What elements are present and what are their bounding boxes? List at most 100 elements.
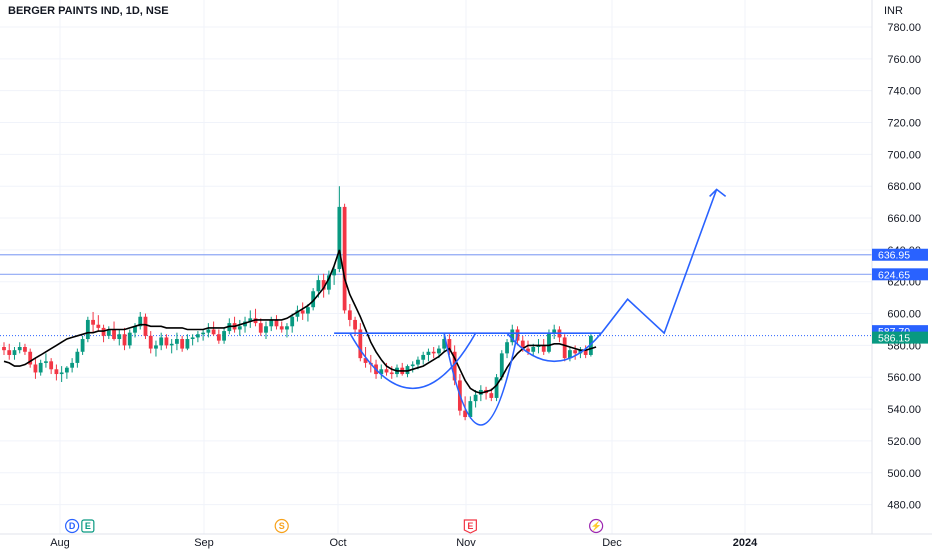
candle-body: [23, 347, 27, 352]
projection-arrowhead[interactable]: [710, 189, 726, 196]
candle: [165, 334, 169, 348]
horizontal-levels[interactable]: [0, 255, 872, 336]
event-marker[interactable]: S: [275, 520, 288, 533]
chart-grid: [0, 0, 872, 534]
candle-body: [280, 326, 284, 329]
candle-body: [505, 342, 509, 353]
candle-body: [191, 337, 195, 339]
pattern-drawings[interactable]: [334, 189, 726, 425]
candle-body: [7, 350, 11, 355]
candle-body: [117, 334, 121, 339]
candle: [2, 342, 6, 355]
candle-body: [306, 307, 310, 313]
candle: [254, 309, 258, 327]
candle-body: [531, 347, 535, 352]
price-tick-label: 540.00: [887, 404, 921, 416]
candle-body: [259, 323, 263, 333]
candle-body: [112, 329, 116, 339]
price-tick-label: 480.00: [887, 500, 921, 512]
candle-body: [238, 326, 242, 329]
time-tick-label: Dec: [602, 537, 622, 549]
candle: [18, 342, 22, 353]
candle-body: [212, 329, 216, 334]
candle: [495, 374, 499, 401]
price-tags: 636.95624.65587.70586.15: [872, 249, 928, 345]
candle-body: [390, 372, 394, 374]
candle: [563, 334, 567, 361]
candle: [421, 352, 425, 365]
candle-body: [264, 326, 268, 332]
candle-body: [75, 352, 79, 363]
price-tag-label: 586.15: [878, 333, 910, 345]
candle-body: [49, 361, 53, 369]
candle: [39, 360, 43, 376]
candle: [170, 339, 174, 353]
event-label: D: [69, 521, 76, 531]
price-tick-label: 660.00: [887, 213, 921, 225]
cup-arc[interactable]: [350, 333, 476, 388]
candle-body: [39, 363, 43, 373]
candle-body: [201, 333, 205, 335]
time-tick-label: Aug: [50, 537, 70, 549]
candle: [269, 317, 273, 331]
candle-body: [60, 372, 64, 374]
candle: [102, 325, 106, 343]
candle: [432, 347, 436, 358]
candle-body: [196, 334, 200, 337]
candle-body: [55, 369, 59, 374]
candle-body: [217, 334, 221, 340]
candle: [343, 204, 347, 314]
candle: [154, 341, 158, 357]
candle-body: [159, 337, 163, 345]
event-marker[interactable]: D: [66, 520, 79, 533]
projection-path[interactable]: [601, 189, 716, 333]
candle-body: [432, 352, 436, 354]
candle-body: [186, 339, 190, 349]
candle: [301, 302, 305, 320]
candle-body: [285, 326, 289, 329]
candle: [123, 328, 127, 350]
candle: [411, 361, 415, 372]
candle: [70, 358, 74, 372]
price-tick-label: 780.00: [887, 22, 921, 34]
candle: [44, 353, 48, 367]
candle-body: [427, 352, 431, 355]
candle-body: [128, 333, 132, 346]
candle-body: [96, 325, 100, 328]
candle-body: [416, 360, 420, 365]
candle: [186, 334, 190, 350]
time-tick-label: Nov: [456, 537, 476, 549]
candle: [196, 331, 200, 342]
candle-body: [165, 337, 169, 345]
candle: [484, 387, 488, 400]
time-tick-label: 2024: [733, 537, 758, 549]
candle: [13, 347, 17, 360]
event-markers[interactable]: D E S E ⚡: [66, 520, 603, 534]
candle-body: [175, 339, 179, 344]
candle: [510, 325, 514, 346]
time-tick-label: Oct: [329, 537, 346, 549]
candle: [117, 329, 121, 345]
event-label: ⚡: [591, 520, 602, 532]
candle: [233, 317, 237, 333]
candle-body: [154, 345, 158, 348]
candle-body: [348, 310, 352, 320]
candle-body: [317, 280, 321, 291]
candle: [275, 315, 279, 329]
candle-body: [86, 320, 90, 339]
candle: [400, 363, 404, 376]
candle: [144, 314, 148, 339]
time-axis[interactable]: Aug Sep Oct Nov Dec 2024: [0, 534, 932, 549]
candle: [348, 304, 352, 326]
candle-body: [421, 355, 425, 360]
event-marker[interactable]: ⚡: [590, 520, 603, 533]
event-marker[interactable]: E: [82, 520, 94, 532]
candle: [191, 334, 195, 345]
candle-body: [180, 339, 184, 349]
price-axis[interactable]: 780.00 760.00 740.00 720.00 700.00 680.00 660.…: [872, 0, 921, 534]
candle: [180, 336, 184, 352]
price-tick-label: 700.00: [887, 149, 921, 161]
price-tick-label: 720.00: [887, 118, 921, 130]
event-marker[interactable]: E: [464, 520, 476, 533]
